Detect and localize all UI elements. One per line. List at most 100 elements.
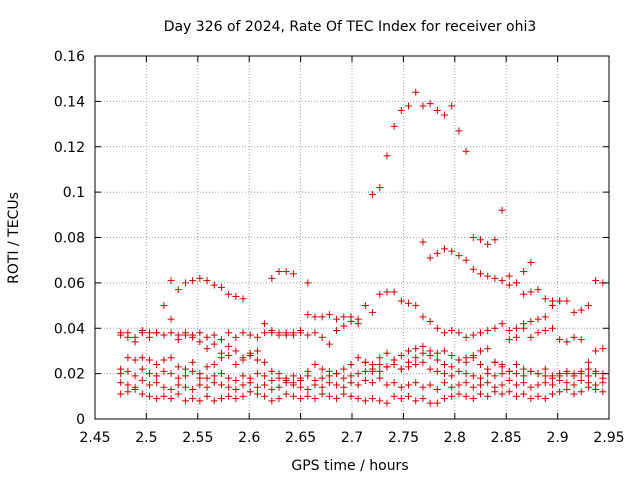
data-point — [239, 295, 247, 303]
data-point — [261, 392, 269, 400]
data-point — [153, 372, 161, 380]
data-point — [505, 272, 513, 280]
data-point — [505, 327, 513, 335]
data-point — [570, 370, 578, 378]
data-point — [498, 320, 506, 328]
data-point — [541, 295, 549, 303]
data-point — [527, 383, 535, 391]
data-point — [304, 311, 312, 319]
data-point — [203, 383, 211, 391]
data-point — [570, 390, 578, 398]
data-point — [239, 329, 247, 337]
data-point — [520, 365, 528, 373]
data-point — [138, 390, 146, 398]
data-point — [541, 313, 549, 321]
y-tick-label: 0.02 — [54, 367, 85, 383]
data-point — [484, 272, 492, 280]
data-point — [419, 342, 427, 350]
data-point — [325, 340, 333, 348]
data-point — [484, 365, 492, 373]
data-point — [268, 386, 276, 394]
data-point — [124, 381, 132, 389]
data-point — [419, 383, 427, 391]
data-point — [520, 320, 528, 328]
data-point — [347, 313, 355, 321]
data-point — [138, 354, 146, 362]
data-point — [304, 367, 312, 375]
data-point — [311, 361, 319, 369]
data-point — [563, 297, 571, 305]
data-point — [153, 395, 161, 403]
data-point — [541, 327, 549, 335]
data-point — [318, 365, 326, 373]
data-point — [376, 184, 384, 192]
data-point — [124, 367, 132, 375]
data-point — [563, 379, 571, 387]
data-point — [174, 363, 182, 371]
data-point — [505, 367, 513, 375]
y-tick-label: 0.04 — [54, 321, 85, 337]
data-point — [462, 379, 470, 387]
data-point — [268, 397, 276, 405]
data-point — [225, 383, 233, 391]
data-point — [498, 206, 506, 214]
data-point — [217, 283, 225, 291]
data-point — [225, 351, 233, 359]
data-point — [441, 370, 449, 378]
data-point — [520, 379, 528, 387]
data-point — [541, 372, 549, 380]
data-point — [210, 331, 218, 339]
data-point — [145, 392, 153, 400]
data-point — [275, 383, 283, 391]
data-point — [369, 190, 377, 198]
y-axis-label: ROTI / TECUs — [6, 192, 22, 284]
data-point — [261, 381, 269, 389]
data-point — [433, 386, 441, 394]
data-point — [584, 365, 592, 373]
x-tick-label: 2.9 — [546, 430, 568, 446]
data-point — [189, 331, 197, 339]
data-point — [534, 381, 542, 389]
data-point — [203, 333, 211, 341]
data-point — [433, 106, 441, 114]
data-point — [289, 270, 297, 278]
data-point — [419, 349, 427, 357]
data-point — [505, 336, 513, 344]
data-point — [448, 372, 456, 380]
data-point — [491, 372, 499, 380]
data-point — [548, 390, 556, 398]
data-point — [145, 381, 153, 389]
data-point — [196, 329, 204, 337]
data-point — [333, 315, 341, 323]
data-point — [311, 329, 319, 337]
data-point — [340, 374, 348, 382]
data-point — [239, 392, 247, 400]
chart-title: Day 326 of 2024, Rate Of TEC Index for r… — [164, 19, 537, 35]
data-point — [304, 386, 312, 394]
data-point — [433, 399, 441, 407]
data-point — [441, 347, 449, 355]
data-point — [297, 383, 305, 391]
data-point — [520, 372, 528, 380]
data-point — [145, 356, 153, 364]
data-point — [390, 392, 398, 400]
data-point — [563, 338, 571, 346]
data-point — [174, 390, 182, 398]
data-point — [225, 374, 233, 382]
data-point — [548, 372, 556, 380]
data-point — [512, 381, 520, 389]
data-point — [448, 247, 456, 255]
data-point — [441, 245, 449, 253]
y-tick-label: 0.1 — [63, 185, 85, 201]
data-point — [534, 286, 542, 294]
data-point — [196, 374, 204, 382]
data-point — [174, 331, 182, 339]
data-point — [556, 388, 564, 396]
data-point — [131, 333, 139, 341]
data-point — [354, 395, 362, 403]
data-point — [275, 370, 283, 378]
data-point — [462, 333, 470, 341]
data-point — [397, 297, 405, 305]
data-point — [282, 374, 290, 382]
data-point — [498, 381, 506, 389]
